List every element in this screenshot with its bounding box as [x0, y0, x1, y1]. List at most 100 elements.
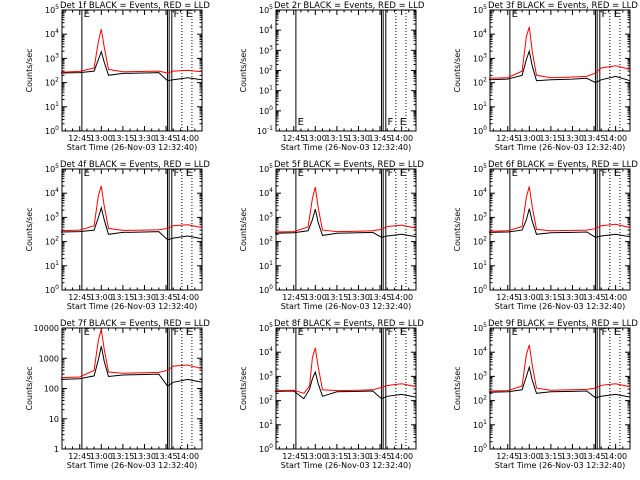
- flag-label: F: [602, 168, 608, 179]
- y-tick-label: 103: [259, 370, 273, 381]
- flag-label: E: [84, 168, 90, 179]
- x-tick-label: 13:15: [111, 452, 134, 461]
- plot-frame: [489, 327, 631, 450]
- flag-label: E: [298, 327, 304, 338]
- x-axis-title: Start Time (26-Nov-03 12:32:40): [67, 461, 197, 470]
- y-tick-label: 105: [45, 4, 59, 15]
- y-tick-label: 100: [44, 385, 59, 394]
- series-line-lld: [274, 347, 417, 394]
- panel-title: Det 6f BLACK = Events, RED = LLD: [488, 160, 638, 170]
- y-tick-label: 102: [473, 77, 487, 88]
- series-line-events: [60, 50, 203, 82]
- flag-label: F: [388, 168, 394, 179]
- x-tick-label: 13:15: [539, 452, 562, 461]
- flag-label: E: [614, 327, 620, 338]
- x-tick-label: 12:45: [282, 452, 305, 461]
- panel-title: Det 4f BLACK = Events, RED = LLD: [60, 160, 210, 170]
- flag-label: F: [602, 9, 608, 20]
- y-tick-label: 105: [259, 163, 273, 174]
- x-tick-label: 12:45: [68, 452, 91, 461]
- flag-label: E: [512, 327, 518, 338]
- plot-frame: [275, 327, 417, 450]
- y-tick-label: 100: [473, 443, 487, 454]
- y-tick-label: 101: [45, 101, 59, 112]
- x-tick-label: 13:15: [539, 293, 562, 302]
- flag-label: E: [614, 168, 620, 179]
- x-tick-label: 13:30: [347, 134, 370, 143]
- series-line-lld: [488, 344, 631, 392]
- plot-frame: [489, 9, 631, 132]
- flag-label: E: [298, 117, 304, 128]
- panel-title: Det 9f BLACK = Events, RED = LLD: [488, 319, 638, 329]
- y-axis-title: Counts/sec: [239, 207, 248, 251]
- y-tick-label: 105: [45, 163, 59, 174]
- x-tick-label: 13:00: [518, 293, 541, 302]
- x-tick-label: 13:45: [155, 452, 178, 461]
- flag-label: E: [186, 327, 192, 338]
- y-tick-label: 105: [259, 322, 273, 333]
- y-tick-label: 105: [473, 322, 487, 333]
- x-tick-label: 14:00: [604, 293, 627, 302]
- panel-title: Det 1f BLACK = Events, RED = LLD: [60, 1, 210, 11]
- flag-label: F: [602, 327, 608, 338]
- flag-label: F: [388, 117, 394, 128]
- series-line-lld: [488, 26, 631, 79]
- panel-det-2: Det 2r BLACK = Events, RED = LLD 10-1 100 1…: [239, 1, 425, 152]
- series-line-lld: [60, 185, 203, 232]
- x-tick-label: 13:15: [325, 452, 348, 461]
- panel-title: Det 7f BLACK = Events, RED = LLD: [60, 319, 210, 329]
- flag-label: E: [298, 168, 304, 179]
- y-tick-label: 101: [259, 85, 273, 96]
- x-axis-title: Start Time (26-Nov-03 12:32:40): [495, 461, 625, 470]
- x-tick-label: 13:30: [561, 452, 584, 461]
- x-axis-title: Start Time (26-Nov-03 12:32:40): [281, 461, 411, 470]
- x-tick-label: 14:00: [390, 293, 413, 302]
- x-tick-label: 13:00: [518, 134, 541, 143]
- y-tick-label: 102: [473, 236, 487, 247]
- series-line-lld: [60, 29, 203, 74]
- x-axis-title: Start Time (26-Nov-03 12:32:40): [67, 143, 197, 152]
- y-tick-label: 104: [473, 28, 487, 39]
- x-tick-label: 14:00: [390, 134, 413, 143]
- y-tick-label: 101: [259, 419, 273, 430]
- x-tick-label: 14:00: [604, 452, 627, 461]
- y-tick-label: 102: [473, 395, 487, 406]
- panel-det-1: Det 1f BLACK = Events, RED = LLD 100 101 10…: [25, 1, 210, 152]
- series-line-events: [488, 49, 631, 84]
- x-tick-label: 13:30: [133, 293, 156, 302]
- flag-label: E: [84, 9, 90, 20]
- plot-frame: [489, 168, 631, 291]
- y-tick-label: 101: [473, 419, 487, 430]
- x-tick-label: 13:00: [90, 293, 113, 302]
- y-tick-label: 104: [259, 346, 273, 357]
- y-tick-label: 100: [473, 284, 487, 295]
- y-tick-label: 104: [473, 346, 487, 357]
- y-axis-title: Counts/sec: [25, 366, 34, 410]
- x-tick-label: 13:00: [304, 452, 327, 461]
- y-axis-title: Counts/sec: [239, 366, 248, 410]
- plot-frame: [275, 9, 417, 132]
- y-axis-title: Counts/sec: [239, 48, 248, 92]
- flag-label: F: [174, 9, 180, 20]
- x-tick-label: 12:45: [496, 293, 519, 302]
- x-axis-title: Start Time (26-Nov-03 12:32:40): [281, 302, 411, 311]
- y-tick-label: 105: [473, 4, 487, 15]
- x-tick-label: 13:30: [561, 134, 584, 143]
- y-tick-label: 1000: [39, 354, 59, 363]
- flag-label: F: [174, 327, 180, 338]
- plot-frame: [61, 327, 203, 450]
- y-tick-label: 105: [259, 4, 273, 15]
- panel-det-3: Det 3f BLACK = Events, RED = LLD 100 101 10…: [453, 1, 638, 152]
- panel-det-7: Det 7f BLACK = Events, RED = LLD 1 10 100 10…: [25, 319, 210, 470]
- flag-label: E: [400, 168, 406, 179]
- x-tick-label: 13:00: [518, 452, 541, 461]
- x-tick-label: 13:00: [90, 452, 113, 461]
- x-tick-label: 13:45: [583, 293, 606, 302]
- y-tick-label: 101: [473, 260, 487, 271]
- y-tick-label: 10: [49, 415, 59, 424]
- y-tick-label: 102: [259, 395, 273, 406]
- y-tick-label: 101: [259, 260, 273, 271]
- y-tick-label: 100: [45, 125, 59, 136]
- flag-label: E: [512, 9, 518, 20]
- x-tick-label: 13:15: [325, 293, 348, 302]
